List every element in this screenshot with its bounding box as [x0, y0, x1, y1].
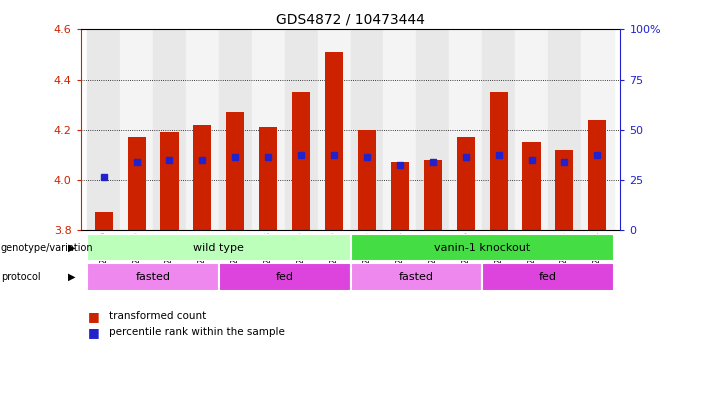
Bar	[522, 142, 540, 230]
Bar	[87, 263, 219, 291]
Bar	[325, 52, 343, 230]
Bar	[350, 263, 482, 291]
Bar	[318, 29, 350, 230]
Text: vanin-1 knockout: vanin-1 knockout	[434, 242, 530, 253]
Bar	[219, 263, 350, 291]
Bar	[416, 29, 449, 230]
Text: ▶: ▶	[68, 242, 76, 253]
Text: genotype/variation: genotype/variation	[1, 242, 93, 253]
Bar	[161, 132, 179, 230]
Bar	[120, 29, 153, 230]
Bar	[259, 127, 278, 230]
Bar	[193, 125, 212, 230]
Text: fed: fed	[539, 272, 557, 282]
Bar	[252, 29, 285, 230]
Bar	[128, 137, 146, 230]
Text: fasted: fasted	[399, 272, 434, 282]
Bar	[581, 29, 614, 230]
Bar	[292, 92, 310, 230]
Bar	[87, 234, 350, 261]
Bar	[153, 29, 186, 230]
Bar	[588, 119, 606, 230]
Bar	[350, 29, 383, 230]
Text: percentile rank within the sample: percentile rank within the sample	[109, 327, 285, 337]
Bar	[226, 112, 245, 230]
Text: fasted: fasted	[135, 272, 170, 282]
Title: GDS4872 / 10473444: GDS4872 / 10473444	[276, 13, 425, 27]
Text: ▶: ▶	[68, 272, 76, 282]
Bar	[423, 160, 442, 230]
Bar	[87, 29, 120, 230]
Bar	[489, 92, 508, 230]
Bar	[515, 29, 548, 230]
Text: wild type: wild type	[193, 242, 244, 253]
Bar	[391, 162, 409, 230]
Text: ■: ■	[88, 310, 100, 323]
Bar	[548, 29, 581, 230]
Bar	[383, 29, 416, 230]
Text: fed: fed	[275, 272, 294, 282]
Bar	[482, 29, 515, 230]
Bar	[358, 130, 376, 230]
Bar	[219, 29, 252, 230]
Bar	[555, 150, 573, 230]
Bar	[95, 212, 113, 230]
Text: protocol: protocol	[1, 272, 41, 282]
Text: ■: ■	[88, 325, 100, 339]
Bar	[449, 29, 482, 230]
Bar	[285, 29, 318, 230]
Bar	[186, 29, 219, 230]
Bar	[482, 263, 614, 291]
Text: transformed count: transformed count	[109, 311, 206, 321]
Bar	[456, 137, 475, 230]
Bar	[350, 234, 614, 261]
